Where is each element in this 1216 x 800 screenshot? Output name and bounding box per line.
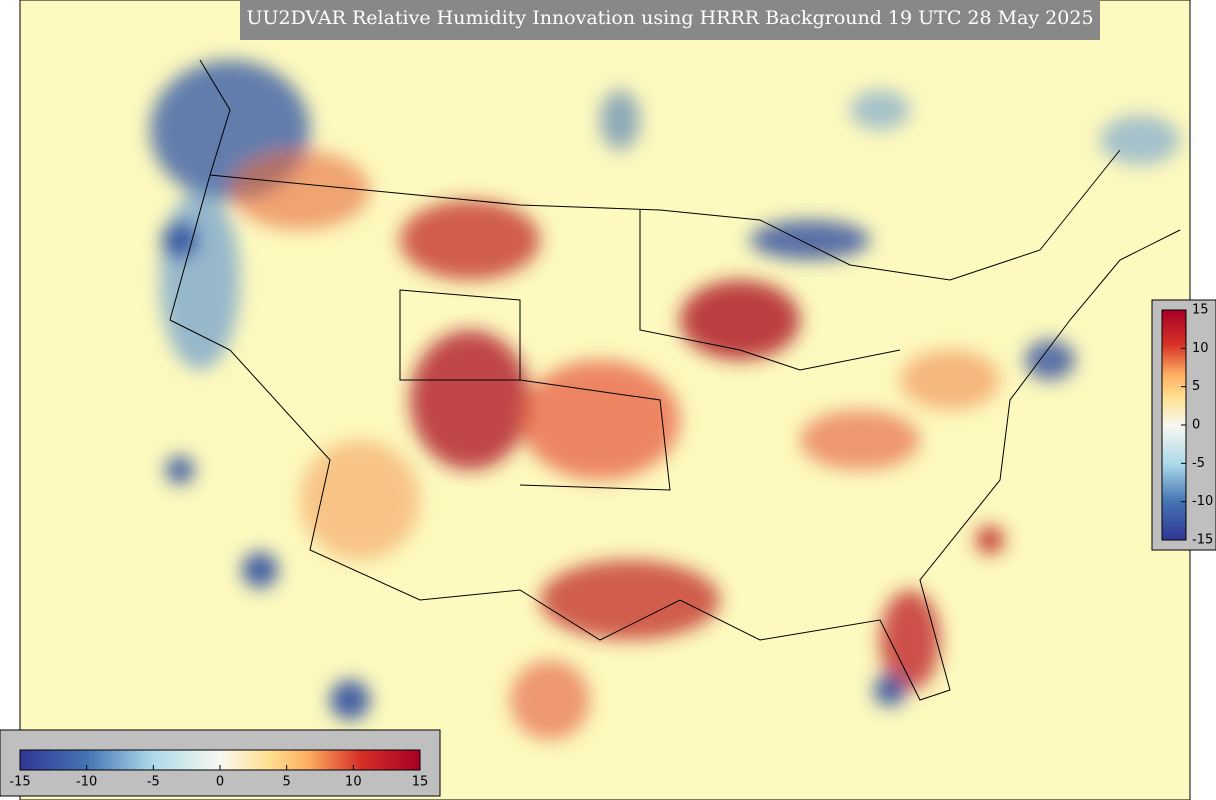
tick-label: 10 (345, 775, 362, 790)
tick-label: 10 (1192, 341, 1209, 356)
tick-label: 5 (1192, 379, 1200, 394)
tick-label: -15 (9, 775, 30, 790)
tick-label: -5 (1192, 456, 1205, 471)
boundaries (169, 59, 1181, 701)
tick-label: -10 (1192, 494, 1213, 509)
tick-label: 15 (1192, 303, 1209, 318)
tick-label: 15 (412, 775, 429, 790)
humidity-field (150, 60, 1180, 740)
tick-label: 5 (283, 775, 291, 790)
title: UU2DVAR Relative Humidity Innovation usi… (246, 7, 1093, 29)
tick-label: 0 (216, 775, 224, 790)
tick-label: -10 (76, 775, 97, 790)
tick-label: -15 (1192, 533, 1213, 548)
tick-label: 0 (1192, 418, 1200, 433)
colorbar-ticks: -15 -15 -10 -10 -5 -5 0 0 5 5 10 10 15 15 (9, 303, 1213, 790)
tick-label: -5 (147, 775, 160, 790)
title-box (240, 0, 1100, 40)
